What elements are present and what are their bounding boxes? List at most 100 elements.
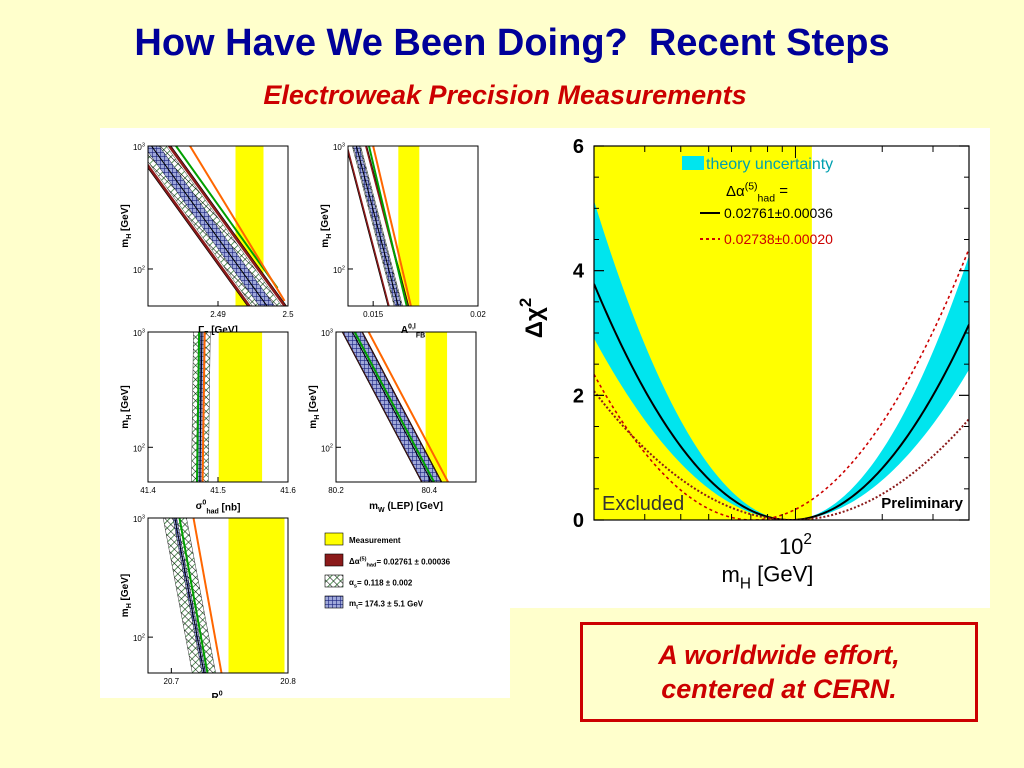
x-tick-label-part: 80.2 — [328, 486, 344, 495]
y-tick-label: 103 — [133, 142, 145, 152]
theory-legend-label-part: theory uncertainty — [706, 156, 833, 173]
legend-label-dalpha-part: had — [367, 562, 378, 568]
x-axis-label-part: m — [369, 501, 378, 512]
y-tick-label: 102 — [133, 444, 145, 454]
panel-plot-area — [341, 332, 449, 482]
x-axis-label: mH [GeV] — [722, 562, 814, 593]
y-tick-label: 2 — [573, 385, 584, 407]
y-tick-label-part: 3 — [142, 328, 145, 334]
y-tick-label-part: 10 — [133, 266, 142, 275]
y-axis-label-part: m — [120, 608, 131, 617]
x-tick-label-part: 80.4 — [422, 486, 438, 495]
y-axis-label-part: H — [126, 234, 133, 239]
y-tick-label: 103 — [133, 328, 145, 338]
y-tick-label-part: 10 — [133, 329, 142, 338]
x-tick-label-part: 0.02 — [470, 310, 486, 319]
y-axis-label: mH [GeV] — [120, 385, 133, 428]
legend-label-alphas-part: = 0.118 ± 0.002 — [357, 578, 413, 587]
y-tick-label-part: 0 — [573, 510, 584, 532]
y-tick-label: 102 — [333, 265, 345, 275]
x-tick-label: 102 — [779, 531, 812, 559]
legend-label-alphas-part: α — [349, 578, 354, 587]
y-tick-label: 0 — [573, 510, 584, 532]
center-line — [199, 332, 203, 482]
legend-label-dalpha: Δα(5)had= 0.02761 ± 0.00036 — [349, 556, 451, 568]
panel-plot-area — [162, 518, 285, 673]
x-axis-label-part: σ — [196, 501, 203, 512]
panel-frame — [335, 331, 477, 483]
legend-entry-1: 0.02761±0.00036 — [724, 205, 833, 221]
green-curve — [175, 146, 279, 289]
y-tick-label-part: 3 — [142, 514, 145, 520]
y-tick-label-part: 3 — [342, 142, 345, 148]
x-axis-label-part: had — [206, 509, 218, 516]
blueband-plot-area — [594, 146, 969, 520]
y-axis-label: mH [GeV] — [320, 204, 333, 247]
x-axis-label-part: m — [722, 562, 740, 587]
y-tick-label: 102 — [321, 444, 333, 454]
measurement-band — [218, 332, 263, 482]
y-axis-label-part: [GeV] — [120, 574, 131, 603]
x-axis-label-part: Γ — [198, 325, 204, 336]
center-line — [174, 518, 205, 673]
legend-label-dalpha-part: (5) — [360, 556, 367, 562]
y-axis-label-part: m — [320, 239, 331, 248]
x-axis-label-part: [GeV] — [208, 325, 237, 336]
legend-swatch-dalpha — [324, 553, 344, 567]
y-axis-label-part: [GeV] — [120, 385, 131, 414]
y-tick-label-part: 10 — [321, 329, 330, 338]
y-tick-label: 102 — [133, 265, 145, 275]
x-tick-label: 80.4 — [422, 486, 438, 495]
x-axis-label-part: [GeV] — [751, 562, 813, 587]
panel-frame — [147, 331, 289, 483]
x-tick-label-part: 41.4 — [140, 486, 156, 495]
y-tick-label-part: 10 — [133, 143, 142, 152]
legend-label-mt-part: m — [349, 599, 356, 608]
x-tick-label: 2.5 — [282, 310, 294, 319]
y-tick-label-part: 10 — [321, 444, 330, 453]
y-axis-label-part: m — [308, 420, 319, 429]
y-tick-label-part: 2 — [330, 444, 333, 450]
legend-label-mt-part: = 174.3 ± 5.1 GeV — [358, 599, 424, 608]
x-axis-label-part: 0,l — [408, 324, 416, 331]
y-tick-label-part: 4 — [573, 261, 585, 283]
x-tick-label-part: 10 — [779, 534, 803, 559]
callout-line-2: centered at CERN. — [661, 674, 897, 704]
slide-subtitle: Electroweak Precision Measurements — [263, 80, 747, 110]
mt-band — [148, 146, 275, 306]
y-tick-label-part: 10 — [133, 444, 142, 453]
y-axis-label-part: [GeV] — [120, 204, 131, 233]
excluded-label-part: Excluded — [602, 493, 684, 515]
y-tick-label: 103 — [321, 328, 333, 338]
panel-frame — [347, 145, 479, 307]
y-tick-label-part: 6 — [573, 136, 584, 158]
y-tick-label: 6 — [573, 136, 584, 158]
panel-plot-area — [148, 146, 287, 306]
y-tick-label-part: 10 — [133, 515, 142, 524]
legend-swatch-alphas — [324, 574, 344, 588]
legend-swatch-measurement — [324, 532, 344, 546]
x-tick-label-part: 20.7 — [164, 677, 180, 686]
y-tick-label: 103 — [333, 142, 345, 152]
theory-swatch — [682, 156, 704, 170]
y-axis-label-part: H — [326, 234, 333, 239]
y-tick-label-part: 2 — [342, 265, 345, 271]
slide-title: How Have We Been Doing? Recent Steps — [134, 22, 890, 64]
x-tick-label: 80.2 — [328, 486, 344, 495]
x-axis-label-part: (LEP) [GeV] — [385, 501, 443, 512]
x-tick-label-part: 41.6 — [280, 486, 296, 495]
dalpha-legend-header: Δα(5)had = — [726, 180, 788, 204]
excluded-label: Excluded — [602, 493, 684, 515]
x-axis-label-part: H — [740, 576, 751, 593]
y-axis-label-part: [GeV] — [308, 385, 319, 414]
x-tick-label-part: 2.5 — [282, 310, 294, 319]
x-axis-label-part: [nb] — [219, 503, 241, 514]
y-tick-label: 4 — [573, 261, 585, 283]
dalpha-legend-header-part: Δα — [726, 183, 745, 200]
x-tick-label: 0.02 — [470, 310, 486, 319]
